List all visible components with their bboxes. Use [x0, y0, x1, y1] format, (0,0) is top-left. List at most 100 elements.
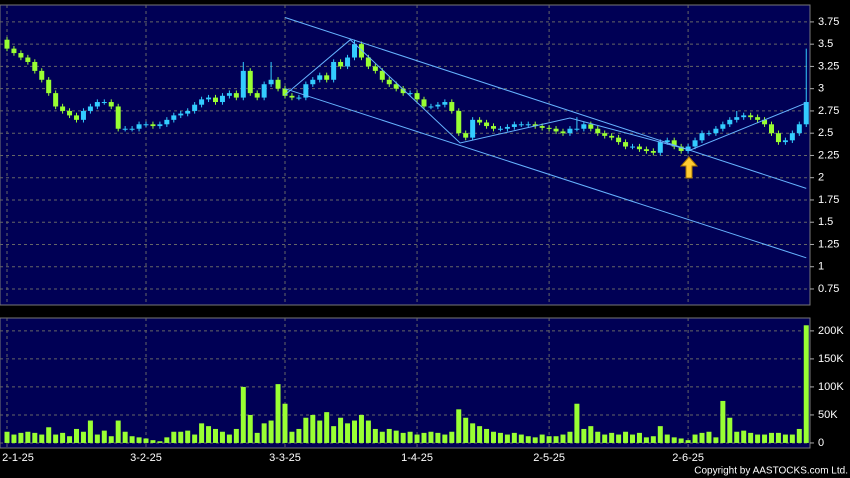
- volume-bar: [219, 431, 225, 443]
- volume-bar: [67, 436, 73, 443]
- trendline: [284, 16, 807, 189]
- volume-bar: [734, 431, 740, 443]
- candle-body: [713, 128, 719, 134]
- volume-bar: [400, 432, 406, 443]
- candle-body: [143, 124, 149, 126]
- x-tick-label: 1-4-25: [401, 452, 433, 464]
- volume-bar: [456, 409, 462, 443]
- volume-bar: [560, 434, 566, 443]
- candle-body: [789, 133, 795, 141]
- volume-bar: [393, 430, 399, 443]
- volume-bar: [157, 441, 163, 443]
- volume-bar: [192, 434, 198, 443]
- volume-bar: [657, 426, 663, 443]
- volume-bar: [296, 428, 302, 443]
- y-tick-label: 50K: [818, 409, 838, 421]
- volume-bar: [185, 430, 191, 443]
- volume-bar: [511, 432, 517, 443]
- candle-body: [4, 39, 10, 49]
- volume-bar: [18, 432, 24, 443]
- candle-body: [254, 93, 260, 98]
- y-tick-label: 3.75: [818, 16, 839, 28]
- volume-bar: [567, 431, 573, 443]
- candle-body: [261, 84, 267, 98]
- volume-bar: [630, 434, 635, 443]
- volume-bar: [720, 400, 726, 443]
- volume-bar: [247, 414, 253, 443]
- candle-body: [247, 70, 253, 94]
- candle-body: [803, 102, 809, 125]
- candle-body: [282, 88, 288, 96]
- volume-bar: [53, 434, 59, 443]
- volume-bar: [25, 431, 31, 443]
- y-tick-label: 2.25: [818, 149, 839, 161]
- volume-bar: [150, 440, 156, 443]
- candle-body: [122, 128, 128, 130]
- volume-bar: [226, 434, 232, 443]
- candle-body: [630, 146, 635, 148]
- candle-body: [178, 113, 184, 116]
- candle-body: [289, 95, 295, 98]
- volume-bar: [553, 436, 559, 443]
- volume-bar: [713, 437, 719, 443]
- candle-body: [567, 128, 573, 134]
- candle-body: [226, 93, 232, 96]
- volume-bar: [331, 426, 337, 443]
- candle-body: [275, 79, 281, 89]
- volume-bar: [685, 440, 691, 443]
- candle-body: [338, 61, 344, 67]
- volume-bar: [706, 431, 712, 443]
- candle-body: [762, 119, 768, 125]
- x-tick-label: 3-3-25: [269, 452, 301, 464]
- candle-body: [94, 102, 100, 107]
- candle-body: [511, 124, 517, 127]
- candle-body: [769, 124, 774, 134]
- y-tick-label: 2.5: [818, 127, 833, 139]
- volume-bar: [254, 432, 260, 443]
- candle-body: [581, 124, 587, 129]
- candle-body: [414, 93, 420, 100]
- volume-bar: [178, 431, 184, 443]
- volume-bar: [11, 434, 17, 443]
- volume-bar: [268, 420, 274, 443]
- y-tick-label: 1.5: [818, 216, 833, 228]
- volume-bar: [303, 417, 309, 443]
- volume-bar: [623, 431, 629, 443]
- volume-bar: [365, 420, 371, 443]
- volume-bar: [595, 431, 601, 443]
- candle-body: [386, 79, 392, 85]
- candle-body: [546, 127, 552, 129]
- candle-body: [734, 117, 740, 120]
- candle-body: [421, 99, 427, 107]
- candle-body: [129, 128, 135, 130]
- volume-bar: [428, 431, 434, 443]
- candle-body: [324, 75, 330, 80]
- candle-body: [25, 57, 31, 62]
- volume-bar: [94, 434, 100, 443]
- volume-bar: [233, 428, 239, 443]
- candle-body: [379, 70, 385, 80]
- candle-body: [87, 106, 93, 111]
- candle-body: [317, 75, 323, 80]
- volume-bar: [762, 434, 768, 443]
- candle-body: [477, 119, 483, 123]
- volume-bar: [240, 386, 246, 443]
- candle-body: [491, 126, 496, 129]
- x-tick-label: 2-5-25: [533, 452, 565, 464]
- candle-body: [518, 124, 524, 126]
- candle-body: [53, 93, 59, 107]
- candle-body: [192, 104, 198, 111]
- volume-bar: [39, 434, 45, 443]
- candle-body: [11, 48, 17, 54]
- candle-body: [171, 115, 177, 120]
- candle-body: [504, 126, 510, 129]
- candle-body: [692, 140, 698, 147]
- candle-body: [525, 124, 531, 126]
- volume-bar: [789, 434, 795, 443]
- volume-bar: [671, 437, 677, 443]
- volume-bar: [664, 434, 670, 443]
- y-tick-label: 3: [818, 83, 824, 95]
- candle-body: [588, 124, 594, 129]
- candle-body: [595, 128, 601, 134]
- volume-bar: [477, 426, 483, 443]
